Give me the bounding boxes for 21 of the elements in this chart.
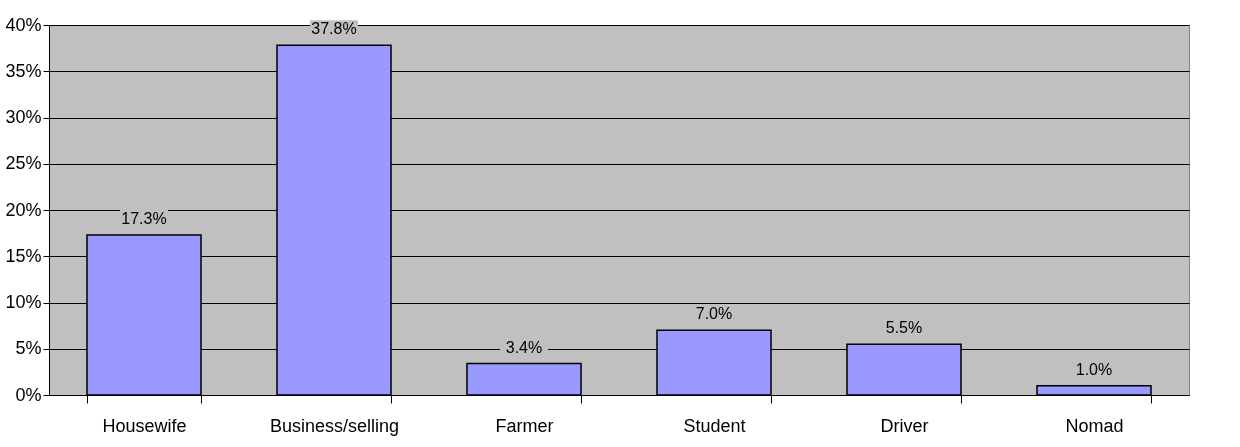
y-tick-label: 40% — [5, 14, 42, 35]
y-tick-label: 20% — [5, 199, 42, 220]
x-tick-label: Housewife — [102, 415, 187, 436]
data-label: 3.4% — [505, 338, 543, 356]
y-tick-label: 10% — [5, 292, 42, 312]
y-tick-label: 25% — [5, 153, 42, 174]
x-tick-label: Farmer — [495, 415, 554, 436]
y-tick-label: 35% — [5, 60, 42, 81]
x-tick-label: Nomad — [1065, 415, 1124, 436]
y-tick-label: 0% — [15, 384, 42, 405]
x-tick-label: Student — [683, 415, 746, 436]
data-label: 1.0% — [1075, 360, 1113, 378]
y-tick-label: 5% — [15, 338, 42, 359]
y-tick-label: 30% — [5, 107, 42, 127]
x-tick-label: Driver — [880, 415, 929, 436]
y-tick-label: 15% — [5, 245, 42, 266]
data-label: 37.8% — [311, 20, 357, 38]
data-label: 7.0% — [695, 305, 733, 323]
data-label: 5.5% — [885, 319, 923, 337]
data-label: 17.3% — [121, 209, 167, 227]
x-tick-label: Business/selling — [269, 415, 400, 436]
